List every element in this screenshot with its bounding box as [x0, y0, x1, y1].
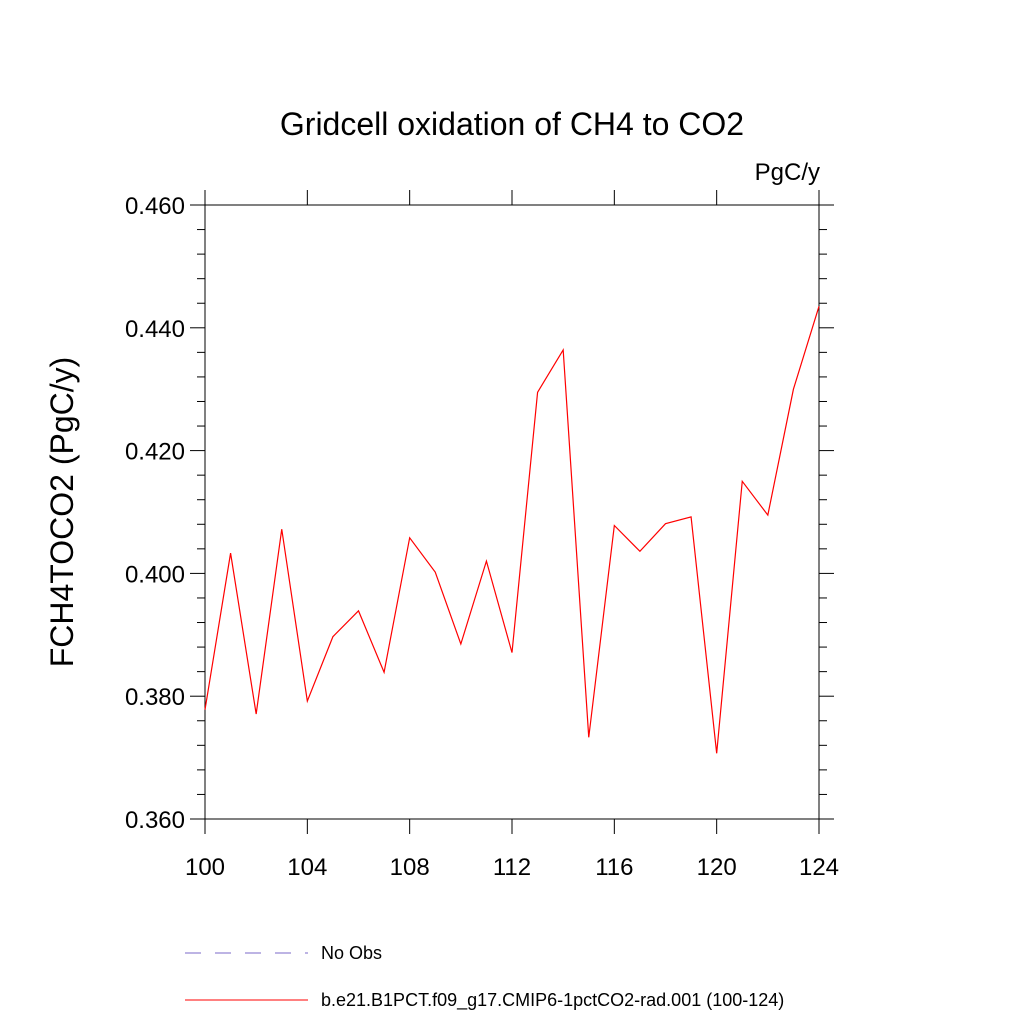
- legend: No Obs b.e21.B1PCT.f09_g17.CMIP6-1pctCO2-…: [185, 943, 784, 1011]
- legend-label-0: No Obs: [321, 943, 382, 963]
- y-tick-label: 0.460: [125, 193, 185, 220]
- y-axis-label: FCH4TOCO2 (PgC/y): [44, 357, 80, 668]
- y-tick-label: 0.380: [125, 684, 185, 711]
- x-tick-label: 108: [390, 854, 430, 881]
- series-layer: [204, 306, 820, 754]
- plot-frame: [204, 204, 820, 820]
- x-tick-label: 124: [799, 854, 839, 881]
- axis-ticks: 0.360 0.380 0.400 0.420 0.440 0.460 100 104 108 1…: [125, 190, 839, 881]
- x-tick-label: 112: [493, 854, 531, 881]
- y-tick-label: 0.420: [125, 439, 185, 466]
- legend-label-1: b.e21.B1PCT.f09_g17.CMIP6-1pctCO2-rad.00…: [321, 990, 784, 1011]
- x-tick-label: 104: [287, 854, 327, 881]
- x-tick-label: 120: [697, 854, 737, 881]
- chart-title: Gridcell oxidation of CH4 to CO2: [280, 106, 744, 142]
- series-line-0: [204, 306, 820, 754]
- y-tick-label: 0.440: [125, 316, 185, 343]
- x-tick-label: 116: [595, 854, 633, 881]
- units-label: PgC/y: [755, 159, 820, 186]
- y-tick-label: 0.400: [125, 561, 185, 588]
- x-tick-label: 100: [185, 854, 225, 881]
- y-tick-label: 0.360: [125, 807, 185, 834]
